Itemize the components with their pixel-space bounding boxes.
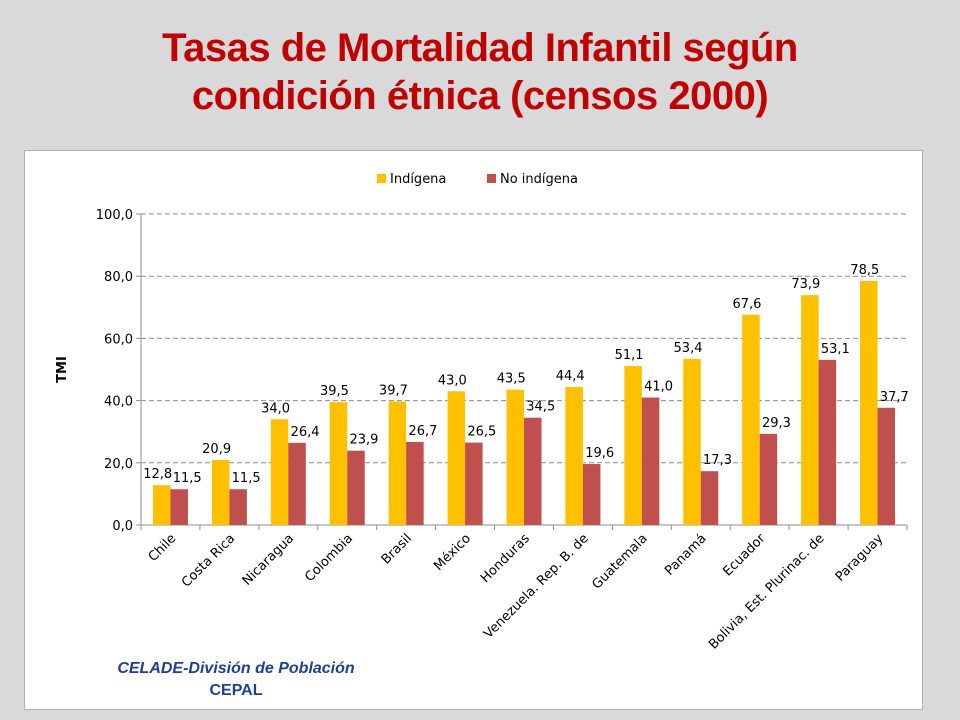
data-label-no-indigena: 17,3 (703, 453, 732, 468)
y-tick-label: 0,0 (112, 519, 133, 534)
bar-indigena (211, 460, 230, 525)
legend-swatch-no-indigena (487, 174, 496, 183)
x-tick-label: Bolivia, Est. Plurinac. de (706, 531, 827, 652)
data-label-no-indigena: 34,5 (526, 400, 555, 415)
bar-no-indigena (229, 489, 247, 525)
data-label-indigena: 44,4 (556, 369, 585, 384)
bar-no-indigena (170, 489, 188, 525)
legend-swatch-indigena (377, 174, 386, 183)
y-tick-label: 100,0 (96, 208, 133, 223)
bar-indigena (447, 391, 466, 525)
title-line-2: condición étnica (censos 2000) (191, 74, 769, 118)
data-label-indigena: 43,5 (497, 372, 526, 387)
x-tick-label: Brasil (379, 531, 415, 567)
y-tick-label: 60,0 (104, 332, 133, 347)
bar-no-indigena (288, 442, 306, 525)
data-label-no-indigena: 26,7 (408, 424, 437, 439)
x-tick-label: Ecuador (720, 531, 769, 580)
bar-no-indigena (465, 442, 483, 525)
bar-indigena (801, 295, 819, 525)
data-label-indigena: 78,5 (850, 263, 879, 278)
x-tick-label: Venezuela. Rep. B. de (481, 531, 592, 642)
bar-indigena (860, 280, 878, 525)
bar-indigena (565, 386, 583, 525)
source-credit: CELADE-División de Población CEPAL (86, 658, 386, 702)
data-label-no-indigena: 53,1 (821, 342, 850, 357)
data-label-no-indigena: 11,5 (232, 471, 261, 486)
slide-title: Tasas de Mortalidad Infantil según condi… (0, 24, 960, 120)
bar-indigena (270, 419, 289, 525)
bar-no-indigena (877, 407, 896, 525)
data-label-no-indigena: 19,6 (585, 446, 614, 461)
bar-indigena (152, 485, 171, 525)
x-tick-label: Honduras (478, 531, 533, 586)
x-tick-label: México (431, 531, 474, 574)
x-tick-label: Panamá (662, 531, 709, 578)
bar-indigena (742, 314, 760, 525)
data-label-no-indigena: 37,7 (880, 390, 909, 405)
bar-indigena (388, 401, 407, 525)
data-label-indigena: 43,0 (438, 373, 467, 388)
data-label-no-indigena: 11,5 (173, 471, 202, 486)
bar-indigena (624, 366, 642, 525)
chart-panel: 0,0 20,0 40,0 60,0 80,0 100,0 TMI 12,8 11,5 Chile… (24, 150, 923, 710)
data-label-no-indigena: 26,4 (291, 425, 320, 440)
data-label-indigena: 51,1 (615, 348, 644, 363)
bar-no-indigena (406, 441, 424, 525)
x-tick-label: Colombia (302, 531, 356, 585)
x-tick-label: Paraguay (833, 531, 887, 585)
x-tick-label: Guatemala (589, 531, 650, 592)
data-label-indigena: 12,8 (143, 467, 172, 482)
y-tick-label: 20,0 (104, 457, 133, 472)
bar-no-indigena (347, 450, 365, 525)
data-label-no-indigena: 29,3 (762, 416, 791, 431)
bar-no-indigena (759, 433, 778, 525)
bar-indigena (683, 358, 701, 525)
bar-indigena (329, 402, 348, 525)
y-axis-label: TMI (55, 356, 70, 383)
x-tick-label: Chile (146, 531, 180, 565)
bar-no-indigena (700, 471, 719, 525)
credit-line-1: CELADE-División de Población (117, 660, 355, 677)
x-tick-label: Costa Rica (179, 531, 238, 590)
legend-label-no-indigena: No indígena (500, 172, 578, 187)
data-label-indigena: 67,6 (732, 297, 761, 312)
bar-no-indigena (818, 359, 837, 525)
bar-no-indigena (524, 417, 542, 525)
data-label-indigena: 39,7 (379, 384, 408, 399)
credit-line-2: CEPAL (209, 682, 263, 699)
x-tick-label: Nicaragua (240, 531, 297, 588)
data-label-indigena: 73,9 (791, 277, 820, 292)
bar-indigena (506, 389, 524, 525)
bar-no-indigena (582, 464, 601, 525)
data-label-indigena: 34,0 (261, 401, 290, 416)
bar-no-indigena (641, 397, 660, 525)
data-label-indigena: 20,9 (202, 442, 231, 457)
data-label-no-indigena: 41,0 (644, 379, 673, 394)
legend-label-indigena: Indígena (390, 172, 446, 187)
title-line-1: Tasas de Mortalidad Infantil según (162, 26, 798, 70)
data-label-no-indigena: 23,9 (350, 433, 379, 448)
data-label-no-indigena: 26,5 (467, 425, 496, 440)
y-tick-label: 80,0 (104, 270, 133, 285)
y-tick-label: 40,0 (104, 395, 133, 410)
data-label-indigena: 53,4 (674, 341, 703, 356)
data-label-indigena: 39,5 (320, 384, 349, 399)
